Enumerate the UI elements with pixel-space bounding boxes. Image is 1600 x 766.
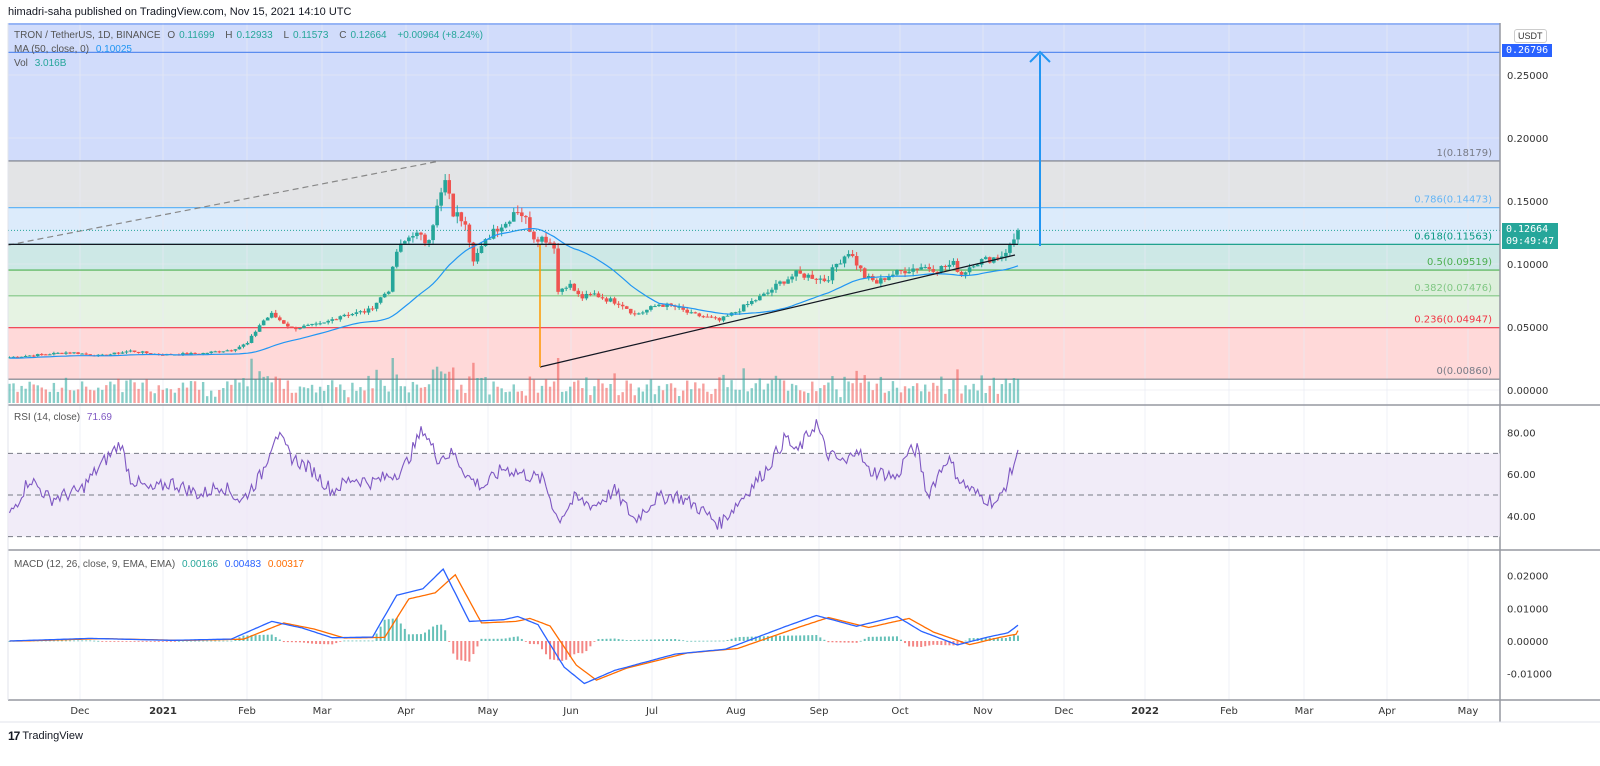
rsi-label: RSI (14, close) — [14, 412, 81, 423]
svg-text:May: May — [1458, 706, 1479, 717]
svg-text:Dec: Dec — [70, 706, 89, 717]
macd-line-value: 0.00483 — [224, 559, 262, 570]
ma-legend: MA (50, close, 0) 0.10025 — [14, 44, 136, 55]
macd-label: MACD (12, 26, close, 9, EMA, EMA) — [14, 559, 176, 570]
currency-badge[interactable]: USDT — [1514, 29, 1547, 43]
target-price-tag: 0.26796 — [1502, 44, 1553, 57]
svg-text:0.382(0.07476): 0.382(0.07476) — [1414, 283, 1492, 294]
svg-text:0.236(0.04947): 0.236(0.04947) — [1414, 315, 1492, 326]
low-value: 0.11573 — [293, 30, 329, 41]
svg-text:0.00000: 0.00000 — [1507, 386, 1548, 397]
svg-text:0.5(0.09519): 0.5(0.09519) — [1427, 257, 1492, 268]
macd-hist-value: 0.00166 — [181, 559, 219, 570]
svg-text:Aug: Aug — [726, 706, 746, 717]
tradingview-logo-icon: 17 — [8, 729, 20, 743]
svg-text:May: May — [478, 706, 499, 717]
svg-text:0.618(0.11563): 0.618(0.11563) — [1414, 231, 1492, 242]
svg-text:2022: 2022 — [1131, 706, 1159, 717]
svg-text:0.05000: 0.05000 — [1507, 323, 1548, 334]
svg-text:0.00000: 0.00000 — [1507, 637, 1548, 648]
footer-brand[interactable]: 17 TradingView — [8, 729, 83, 743]
svg-text:60.00: 60.00 — [1507, 470, 1536, 481]
svg-text:1(0.18179): 1(0.18179) — [1436, 148, 1492, 159]
close-value: 0.12664 — [350, 30, 387, 41]
svg-text:0.20000: 0.20000 — [1507, 134, 1548, 145]
ma-value: 0.10025 — [95, 44, 132, 55]
svg-text:Jul: Jul — [645, 706, 658, 717]
high-value: 0.12933 — [236, 30, 273, 41]
rsi-legend: RSI (14, close) 71.69 — [14, 412, 116, 423]
last-price-tag: 0.12664 09:49:47 — [1502, 223, 1559, 249]
svg-text:Apr: Apr — [397, 706, 415, 717]
svg-text:40.00: 40.00 — [1507, 512, 1536, 523]
svg-text:0.10000: 0.10000 — [1507, 260, 1548, 271]
change-value: +0.00964 (+8.24%) — [397, 30, 483, 41]
svg-text:Mar: Mar — [313, 706, 333, 717]
vol-value: 3.016B — [34, 58, 67, 69]
svg-text:-0.01000: -0.01000 — [1507, 670, 1552, 681]
brand-name: TradingView — [22, 730, 83, 742]
svg-text:0.02000: 0.02000 — [1507, 572, 1548, 583]
svg-text:0.25000: 0.25000 — [1507, 71, 1548, 82]
symbol-title: TRON / TetherUS, 1D, BINANCE — [14, 30, 161, 41]
svg-text:0(0.00860): 0(0.00860) — [1436, 366, 1492, 377]
publisher-line: himadri-saha published on TradingView.co… — [8, 6, 352, 18]
last-price: 0.12664 — [1506, 224, 1549, 235]
svg-text:Feb: Feb — [1220, 706, 1238, 717]
vol-label: Vol — [14, 58, 28, 69]
svg-text:Feb: Feb — [238, 706, 256, 717]
svg-text:0.15000: 0.15000 — [1507, 197, 1548, 208]
svg-text:2021: 2021 — [149, 706, 177, 717]
open-value: 0.11699 — [179, 30, 215, 41]
ma-label: MA (50, close, 0) — [14, 44, 90, 55]
svg-text:Nov: Nov — [973, 706, 993, 717]
svg-text:Sep: Sep — [810, 706, 829, 717]
bar-countdown: 09:49:47 — [1506, 236, 1555, 247]
macd-legend: MACD (12, 26, close, 9, EMA, EMA) 0.0016… — [14, 559, 308, 570]
macd-signal-value: 0.00317 — [267, 559, 304, 570]
svg-text:80.00: 80.00 — [1507, 429, 1536, 440]
svg-text:Apr: Apr — [1378, 706, 1396, 717]
vol-legend: Vol 3.016B — [14, 58, 70, 69]
chart-canvas[interactable]: 1(0.18179) 0.786(0.14473) 0.618(0.11563) 0.… — [0, 23, 1600, 723]
svg-text:Jun: Jun — [562, 706, 579, 717]
svg-text:Oct: Oct — [891, 706, 908, 717]
svg-text:0.786(0.14473): 0.786(0.14473) — [1414, 195, 1492, 206]
candles — [7, 174, 1020, 403]
svg-text:Mar: Mar — [1295, 706, 1315, 717]
rsi-value: 71.69 — [86, 412, 112, 423]
svg-text:Dec: Dec — [1054, 706, 1073, 717]
svg-text:0.01000: 0.01000 — [1507, 604, 1548, 615]
